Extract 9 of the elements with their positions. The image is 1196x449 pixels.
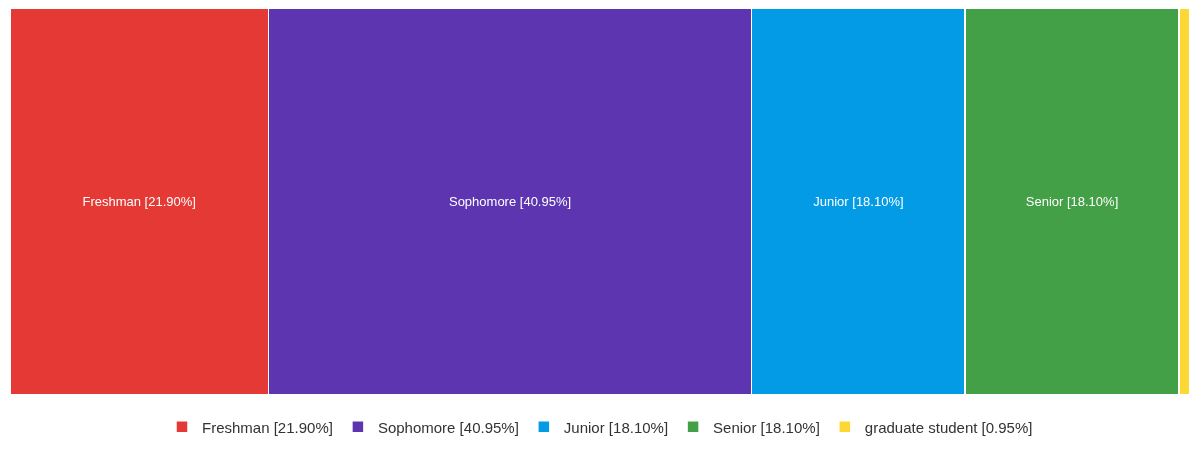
legend-label: graduate student [0.95%] bbox=[864, 418, 1033, 436]
legend-label: Senior [18.10%] bbox=[713, 418, 820, 436]
data-label: Freshman [21.90%] bbox=[82, 194, 196, 209]
data-label: Junior [18.10%] bbox=[813, 194, 904, 209]
legend-label: Freshman [21.90%] bbox=[202, 418, 333, 436]
legend-label: Junior [18.10%] bbox=[563, 418, 669, 436]
data-label: Sophomore [40.95%] bbox=[448, 194, 572, 209]
data-label: Senior [18.10%] bbox=[1025, 194, 1119, 209]
legend-label: Sophomore [40.95%] bbox=[377, 418, 519, 436]
